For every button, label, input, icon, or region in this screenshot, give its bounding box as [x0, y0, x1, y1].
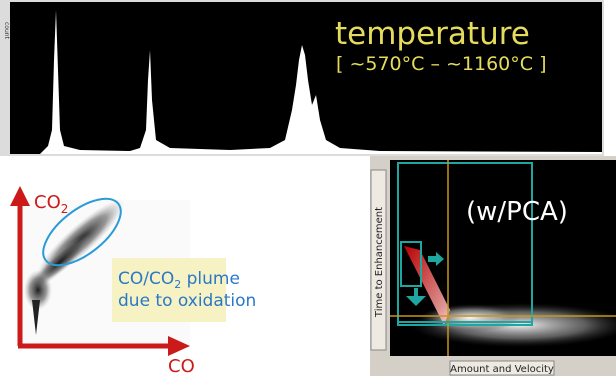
highlight-ellipse [42, 197, 122, 267]
title: temperature [335, 16, 530, 52]
histogram-shape [12, 10, 602, 154]
y-label-sub: 2 [61, 202, 69, 216]
selection-box [400, 241, 422, 287]
y-label-main: CO [34, 192, 61, 213]
note-text: CO/CO [118, 269, 174, 289]
arrow-icon [428, 252, 444, 266]
note-sub: 2 [174, 278, 181, 291]
y-label: Time to Enhancement [374, 207, 385, 318]
note-line2: due to oxidation [118, 291, 256, 311]
y-arrowhead [10, 186, 30, 206]
note-line1: CO/CO2 plume [118, 269, 240, 291]
pca-panel: (w/PCA) Time to Enhancement Amount and V… [370, 156, 616, 376]
stem [32, 300, 40, 335]
range: [ ~570°C – ~1160°C ] [336, 53, 546, 75]
note-box [112, 258, 226, 322]
y-label: CO2 [34, 192, 68, 216]
histogram-panel: count temperature [ ~570°C – ~1160°C ] [0, 0, 604, 156]
x-arrowhead [168, 336, 190, 356]
x-label: CO [168, 356, 195, 376]
selection-box [397, 162, 533, 326]
point-cloud [24, 270, 52, 310]
red-points [404, 246, 450, 325]
title: (w/PCA) [466, 197, 568, 227]
label-box [370, 169, 387, 351]
note-text: plume [181, 269, 240, 289]
axis-label: count [3, 22, 10, 40]
label-box [449, 360, 555, 376]
scatter-sketch: CO2 CO CO/CO2 plume due to oxidation [10, 186, 256, 376]
x-label: Amount and Velocity [450, 364, 554, 375]
point-cloud [420, 304, 520, 332]
arrow-icon [406, 288, 426, 306]
